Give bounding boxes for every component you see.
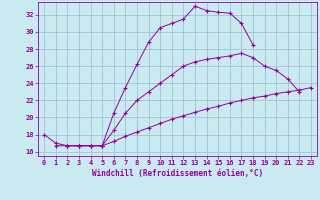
X-axis label: Windchill (Refroidissement éolien,°C): Windchill (Refroidissement éolien,°C) — [92, 169, 263, 178]
